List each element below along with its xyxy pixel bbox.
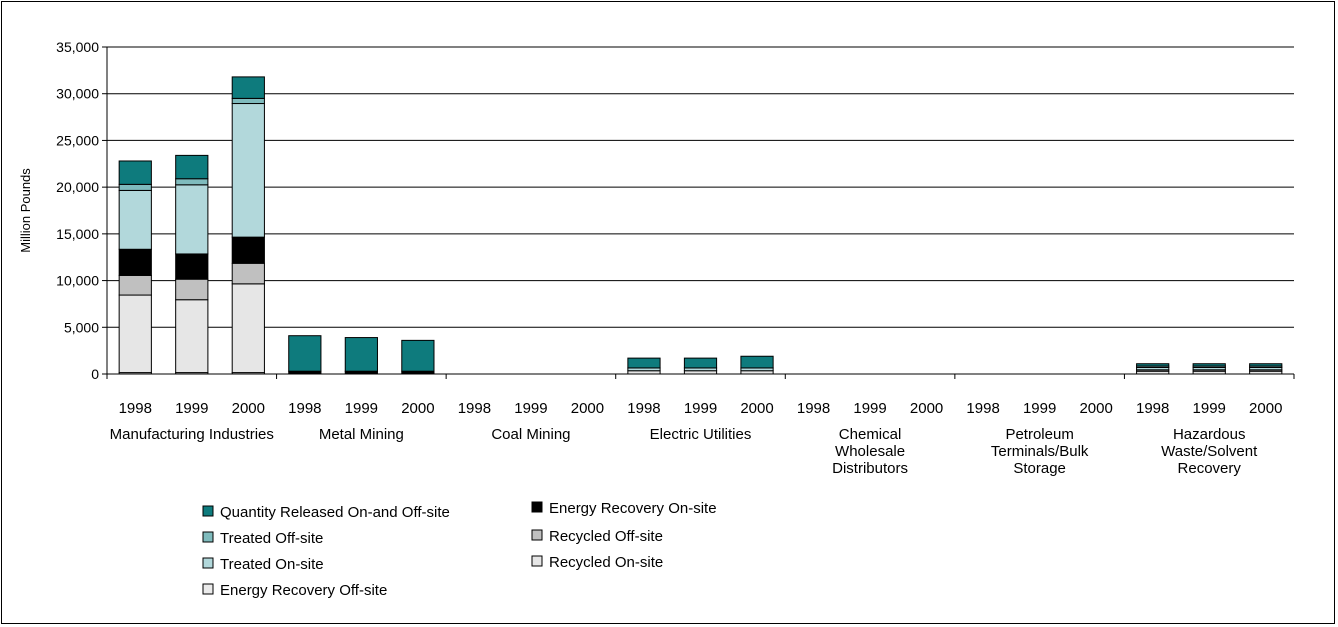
y-tick-label: 0	[91, 366, 99, 382]
y-axis-title: Million Pounds	[18, 168, 33, 253]
x-tick-label-year: 1998	[966, 400, 999, 417]
group-label: Chemical	[839, 426, 902, 443]
x-tick-label-year: 2000	[1249, 400, 1282, 417]
bar-segment	[175, 178, 209, 186]
bar-segment	[231, 283, 265, 374]
y-tick-label: 30,000	[56, 86, 99, 102]
bar-segment	[1192, 363, 1226, 367]
group-label: Waste/Solvent	[1161, 443, 1258, 460]
bar-segment	[231, 97, 265, 105]
y-tick-label: 10,000	[56, 273, 99, 289]
legend-label: Quantity Released On-and Off-site	[220, 504, 450, 521]
group-label: Storage	[1013, 460, 1066, 477]
bar-segment	[627, 357, 661, 369]
bar-segment	[118, 183, 152, 191]
legend-label: Treated On-site	[220, 556, 324, 573]
x-tick-label-year: 2000	[910, 400, 943, 417]
bar-segment	[1249, 363, 1283, 367]
y-tick-label: 35,000	[56, 39, 99, 55]
legend-label: Energy Recovery Off-site	[220, 582, 387, 599]
x-tick-label-year: 2000	[232, 400, 265, 417]
x-tick-label-year: 2000	[1079, 400, 1112, 417]
x-tick-label-year: 2000	[740, 400, 773, 417]
y-tick-label: 5,000	[64, 319, 99, 335]
bar-segment	[401, 339, 435, 372]
bar-segment	[175, 154, 209, 180]
bar-segment	[344, 337, 378, 372]
legend-swatch	[531, 501, 543, 513]
bar-segment	[175, 278, 209, 301]
x-tick-label-year: 1998	[119, 400, 152, 417]
group-label: Wholesale	[835, 443, 905, 460]
bar-segment	[683, 357, 718, 369]
bar-segment	[1136, 363, 1170, 367]
legend-swatch	[202, 505, 214, 517]
bar-segment	[118, 248, 152, 276]
x-tick-label-year: 1999	[514, 400, 547, 417]
bar-segment	[231, 236, 265, 264]
group-label: Manufacturing Industries	[110, 426, 274, 443]
legend-swatch	[531, 555, 543, 567]
group-label: Recovery	[1178, 460, 1242, 477]
legend-swatch	[202, 531, 214, 543]
legend-swatch	[202, 557, 214, 569]
group-label: Distributors	[832, 460, 908, 477]
x-tick-label-year: 1999	[1193, 400, 1226, 417]
x-tick-label-year: 1998	[627, 400, 660, 417]
bar-segment	[231, 103, 265, 238]
bar-segment	[175, 253, 209, 280]
bar-segment	[231, 76, 265, 99]
bar-segment	[118, 294, 152, 374]
bar-segment	[288, 335, 322, 372]
bar-segment	[118, 274, 152, 296]
x-tick-label-year: 1999	[345, 400, 378, 417]
y-tick-label: 20,000	[56, 179, 99, 195]
group-label: Terminals/Bulk	[991, 443, 1089, 460]
legend-label: Recycled Off-site	[549, 528, 663, 545]
group-label: Metal Mining	[319, 426, 404, 443]
legend-swatch	[531, 529, 543, 541]
x-tick-label-year: 2000	[401, 400, 434, 417]
legend-swatch	[202, 583, 214, 595]
x-tick-label-year: 1999	[853, 400, 886, 417]
x-tick-label-year: 1998	[458, 400, 491, 417]
group-label: Coal Mining	[491, 426, 570, 443]
x-tick-label-year: 1998	[1136, 400, 1169, 417]
group-label: Petroleum	[1005, 426, 1073, 443]
y-tick-label: 25,000	[56, 132, 99, 148]
legend-label: Energy Recovery On-site	[549, 500, 717, 517]
x-tick-label-year: 1999	[1023, 400, 1056, 417]
legend-label: Treated Off-site	[220, 530, 323, 547]
legend-label: Recycled On-site	[549, 554, 663, 571]
x-tick-label-year: 1999	[175, 400, 208, 417]
x-tick-label-year: 2000	[571, 400, 604, 417]
x-tick-label-year: 1998	[288, 400, 321, 417]
bar-segment	[118, 160, 152, 185]
y-tick-label: 15,000	[56, 226, 99, 242]
x-tick-label-year: 1998	[797, 400, 830, 417]
bar-segment	[231, 262, 265, 285]
group-label: Electric Utilities	[650, 426, 752, 443]
bar-segment	[175, 184, 209, 255]
bar-segment	[175, 299, 209, 374]
group-label: Hazardous	[1173, 426, 1246, 443]
bar-segment	[118, 189, 152, 250]
bar-segment	[740, 355, 774, 369]
x-tick-label-year: 1999	[684, 400, 717, 417]
